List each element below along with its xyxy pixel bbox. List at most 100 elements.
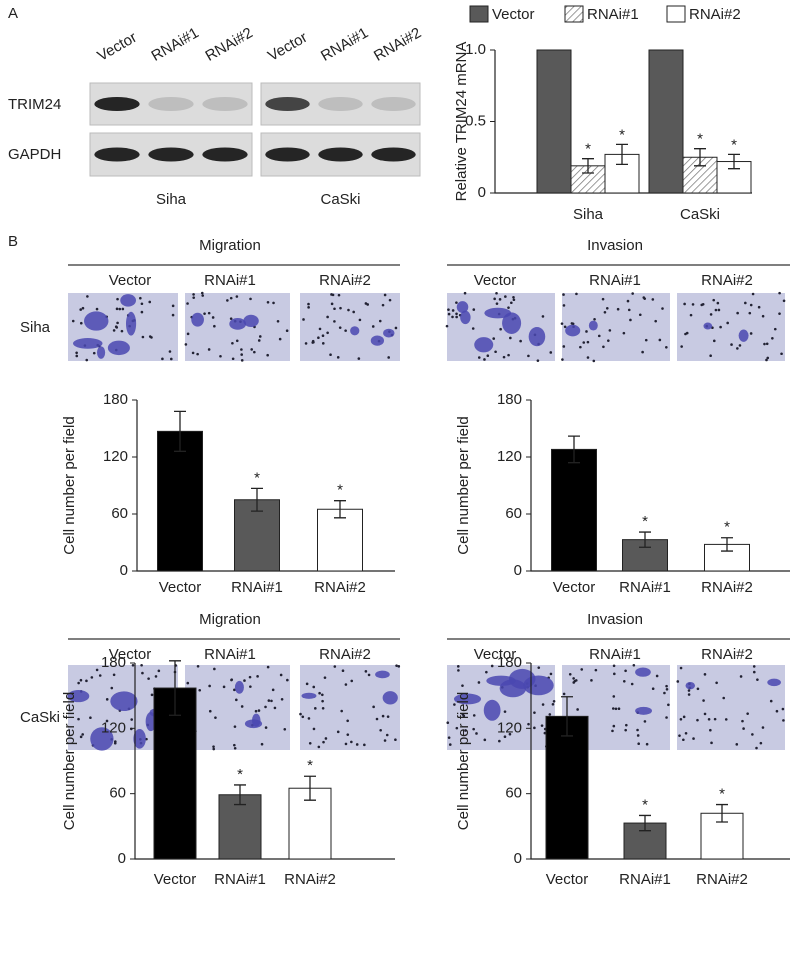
cell-dot [643, 297, 647, 300]
cell-dot [658, 338, 662, 342]
cell-dot [347, 308, 350, 312]
cell-cluster [107, 340, 130, 356]
cell-dot [331, 293, 335, 297]
cell-dot [507, 353, 510, 357]
x-tick-label: RNAi#1 [619, 579, 671, 596]
cell-dot [612, 664, 616, 668]
cell-dot [724, 718, 728, 721]
cell-dot [562, 293, 565, 296]
cell-dot [446, 721, 450, 724]
cell-dot [611, 707, 615, 710]
blot-band [318, 147, 363, 162]
x-tick-label: RNAi#1 [214, 871, 266, 888]
cell-dot [744, 301, 747, 305]
cell-dot [701, 303, 705, 306]
cell-dot [769, 699, 773, 703]
cell-dot [272, 301, 275, 305]
cell-dot [383, 739, 387, 742]
cell-dot [614, 707, 618, 711]
cell-dot [736, 347, 739, 350]
cell-dot [280, 698, 284, 701]
cell-dot [323, 676, 327, 679]
cell-dot [490, 664, 494, 668]
cell-dot [541, 315, 545, 318]
cell-dot [186, 302, 189, 305]
cell-dot [445, 324, 449, 328]
cell-dot [519, 339, 522, 343]
cell-dot [751, 733, 754, 736]
cell-cluster [474, 337, 494, 353]
cell-dot [341, 669, 345, 673]
cell-cluster [502, 312, 522, 334]
cell-dot [346, 719, 349, 723]
cell-dot [498, 298, 502, 301]
cell-cluster [383, 328, 395, 338]
assay-title: Invasion [587, 237, 643, 254]
cell-dot [617, 707, 621, 711]
cell-dot [472, 308, 476, 311]
cell-dot [337, 293, 341, 297]
cell-dot [304, 342, 308, 345]
cell-cluster [523, 675, 554, 696]
cell-dot [79, 678, 83, 682]
panel-label: A [8, 5, 18, 22]
cell-dot [684, 332, 687, 336]
cell-dot [572, 681, 576, 684]
cell-cluster [229, 317, 247, 330]
cell-dot [266, 665, 270, 669]
cell-dot [763, 342, 766, 346]
cell-dot [336, 356, 340, 359]
cell-dot [226, 299, 229, 302]
cell-dot [643, 720, 647, 723]
cell-dot [552, 700, 556, 703]
cell-dot [742, 727, 745, 730]
cell-dot [364, 670, 368, 673]
cell-dot [326, 331, 329, 335]
cell-dot [608, 329, 612, 332]
cell-dot [765, 358, 768, 362]
y-tick-label: 120 [103, 448, 128, 465]
cell-dot [79, 321, 83, 325]
cell-dot [709, 728, 712, 732]
cell-cluster [456, 301, 469, 314]
cell-dot [383, 293, 387, 297]
blot-band [94, 97, 140, 111]
cell-dot [208, 684, 211, 688]
cell-dot [307, 302, 310, 306]
error-bar [728, 153, 740, 170]
cell-dot [154, 675, 158, 678]
cell-dot [264, 705, 267, 709]
cell-dot [344, 329, 347, 332]
blot-band [148, 97, 194, 111]
cell-dot [624, 669, 627, 673]
cell-dot [703, 673, 707, 676]
cell-dot [148, 335, 152, 338]
y-axis-label: Relative TRIM24 mRNA [453, 42, 470, 202]
cell-dot [299, 712, 302, 716]
cell-dot [339, 306, 342, 310]
cell-dot [222, 685, 226, 689]
cell-dot [730, 343, 733, 346]
y-axis-label: Cell number per field [455, 692, 472, 830]
condition-label: RNAi#2 [319, 272, 371, 289]
cell-dot [121, 307, 125, 311]
cell-dot [98, 674, 102, 677]
cell-dot [616, 307, 620, 311]
cell-dot [752, 670, 756, 674]
cell-dot [385, 733, 389, 737]
cell-dot [503, 710, 507, 713]
cell-dot [570, 322, 574, 325]
cell-dot [386, 715, 390, 718]
cell-dot [508, 732, 512, 736]
cell-dot [77, 681, 80, 685]
cell-dot [622, 331, 626, 335]
cell-dot [533, 726, 536, 730]
condition-label: RNAi#1 [589, 272, 641, 289]
cell-dot [230, 678, 233, 682]
cell-dot [267, 699, 271, 702]
cell-dot [612, 724, 616, 728]
cell-dot [771, 336, 774, 340]
cell-dot [510, 301, 513, 305]
x-tick-label: Siha [573, 206, 604, 223]
row-label: Siha [20, 319, 51, 336]
